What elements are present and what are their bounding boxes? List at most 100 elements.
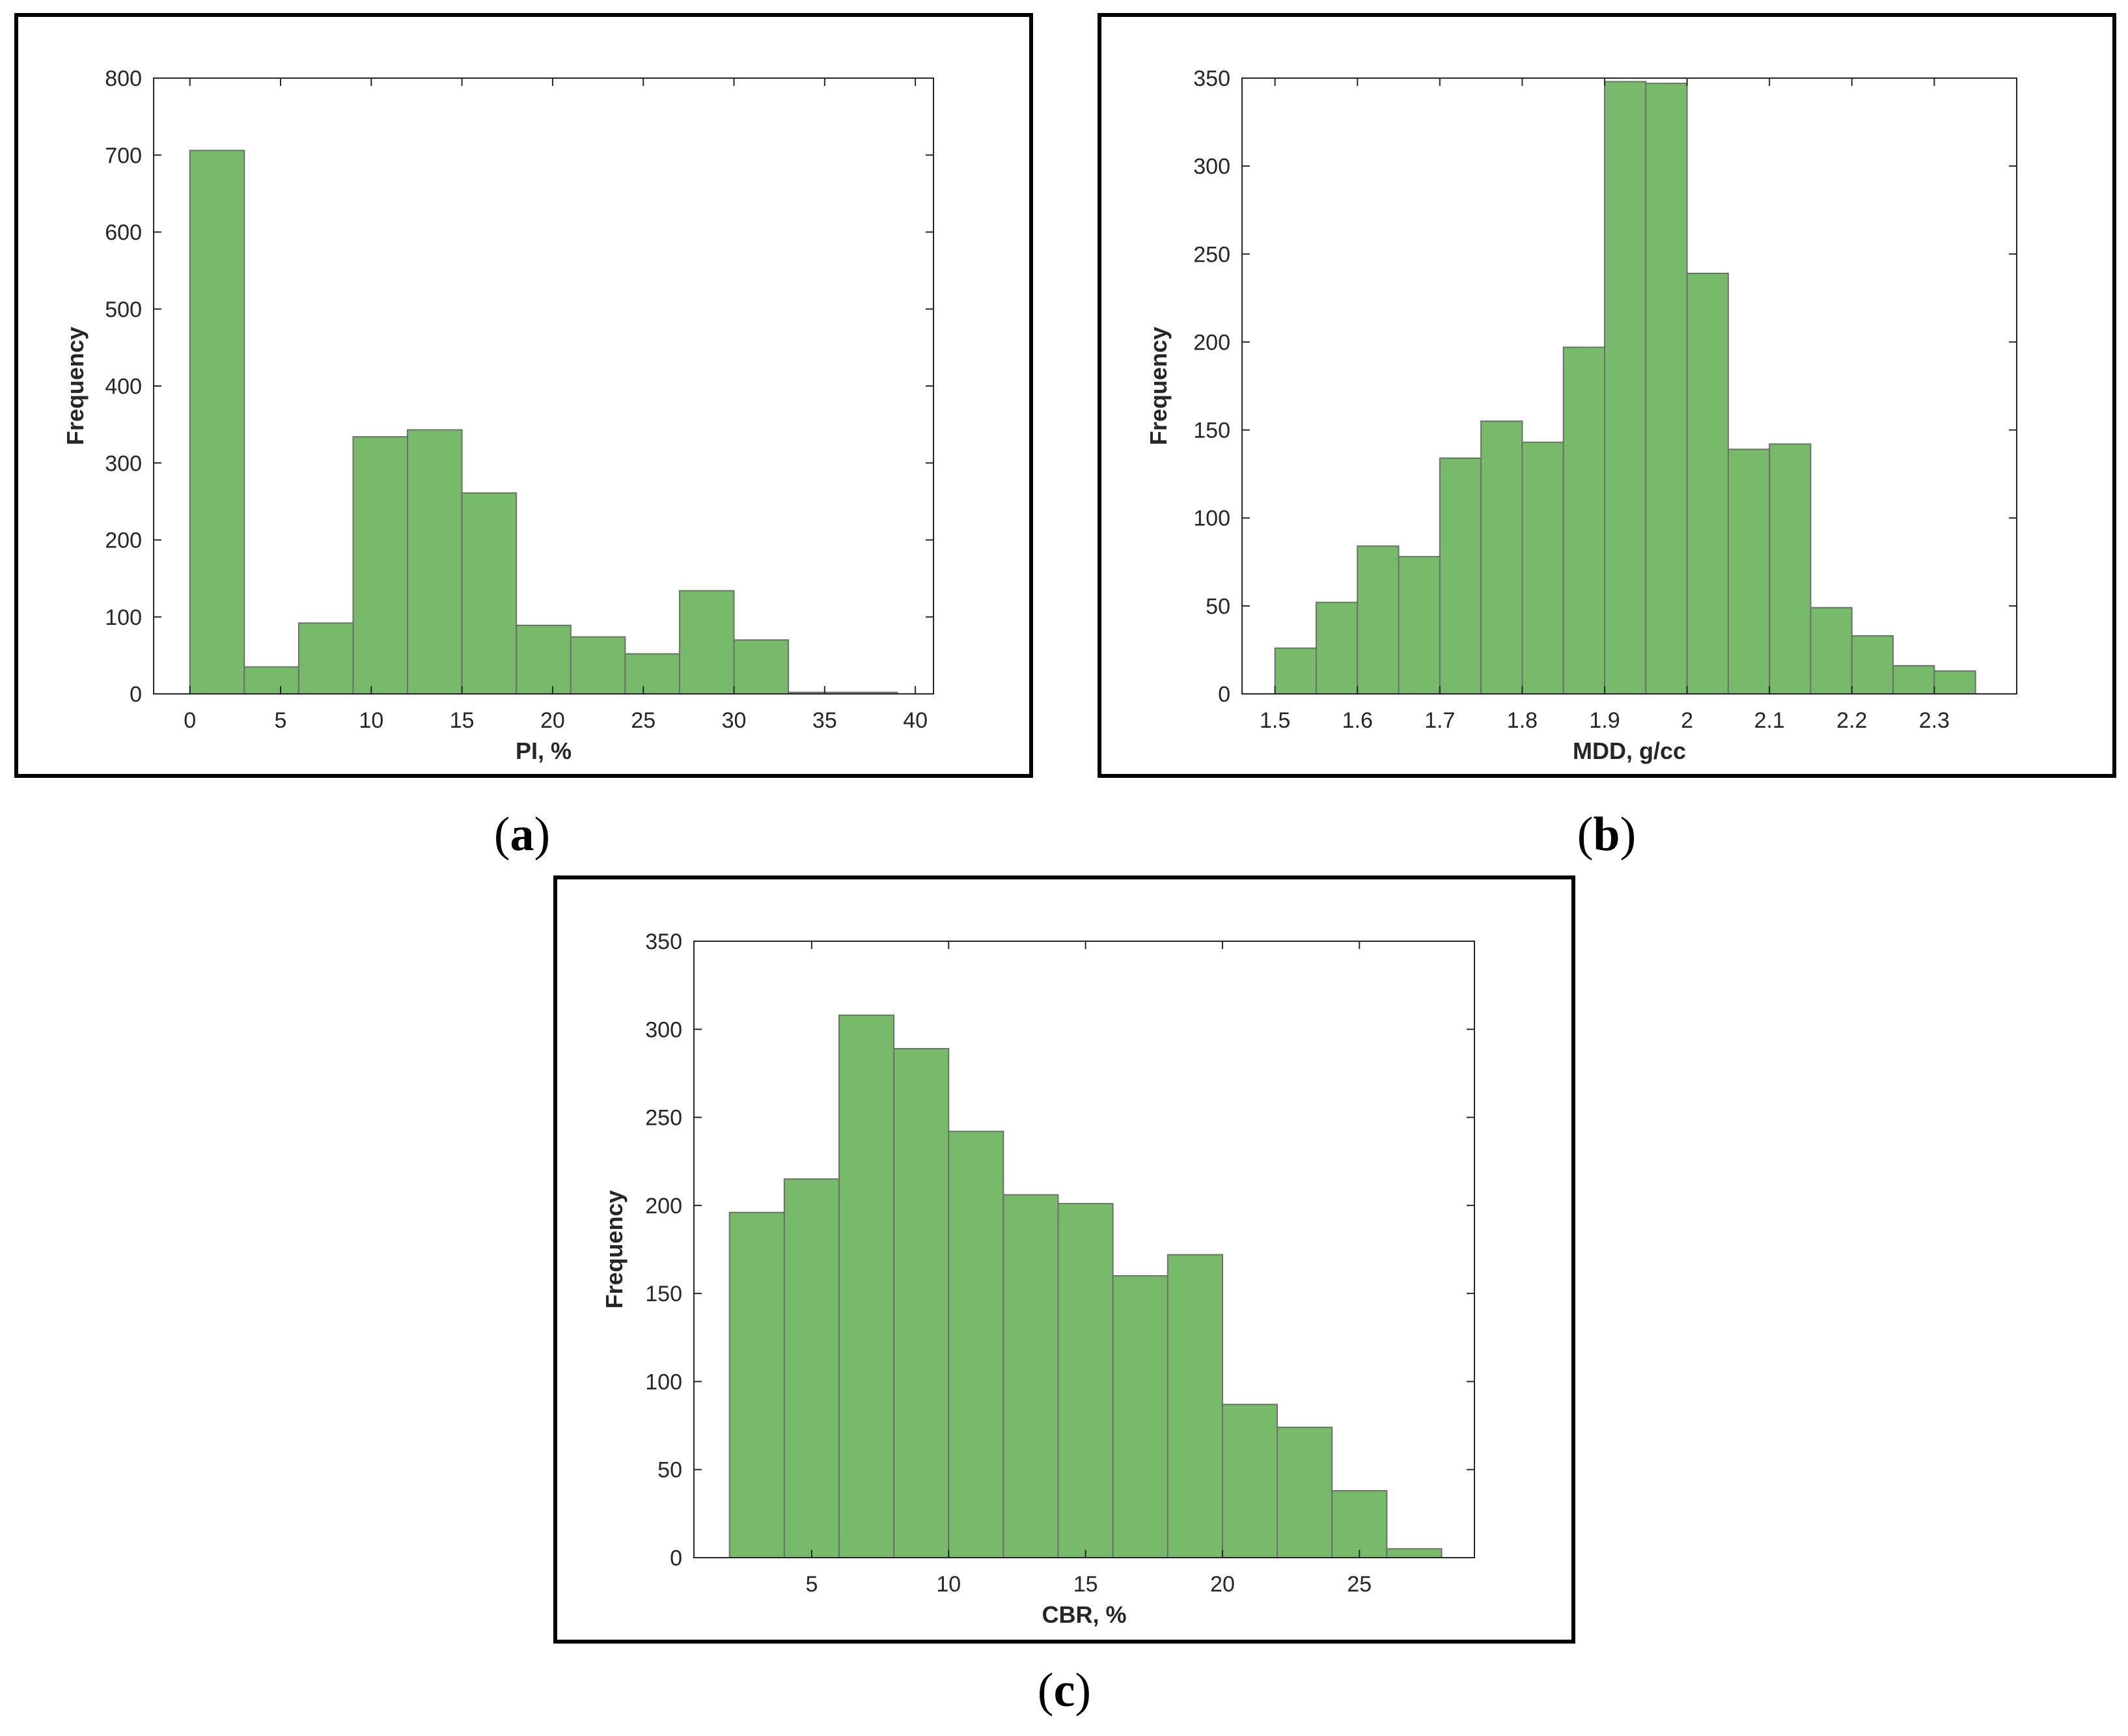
histogram-bar xyxy=(1727,448,1771,695)
y-tick-label: 150 xyxy=(645,1282,682,1306)
histogram-bar xyxy=(728,1211,785,1558)
y-tick-label: 0 xyxy=(670,1546,682,1571)
histogram-bar xyxy=(1221,1403,1278,1558)
histogram-bar xyxy=(1057,1203,1114,1558)
y-tick-label: 100 xyxy=(645,1370,682,1394)
histogram-bar xyxy=(1645,83,1688,695)
x-tick-label: 2.3 xyxy=(1919,708,1950,733)
y-tick-label: 400 xyxy=(105,374,142,399)
y-tick-label: 300 xyxy=(645,1017,682,1042)
x-tick-label: 10 xyxy=(359,708,383,733)
x-tick-label: 10 xyxy=(936,1572,961,1597)
histogram-bar xyxy=(1686,273,1729,695)
histogram-bar xyxy=(783,1178,840,1558)
y-tick-label: 50 xyxy=(1206,594,1230,619)
histogram-bar xyxy=(893,1048,950,1558)
histogram-bar xyxy=(1769,443,1812,695)
histogram-panel-pi: 0 5 10 15 20 25 30 35 40 0 100 200 300 400 500 600 700 80… xyxy=(14,13,1033,778)
x-tick-label: 5 xyxy=(275,708,287,733)
histogram-bar xyxy=(1439,457,1482,695)
y-tick-label: 300 xyxy=(105,451,142,476)
histogram-bar xyxy=(1167,1254,1223,1558)
x-tick-label: 1.6 xyxy=(1342,708,1373,733)
histogram-bar xyxy=(570,636,626,695)
histogram-bar xyxy=(1851,635,1894,695)
histogram-bar xyxy=(407,429,463,695)
x-tick-label: 1.8 xyxy=(1507,708,1538,733)
histogram-bar xyxy=(1521,441,1564,695)
caption-b-letter: b xyxy=(1593,808,1620,861)
histogram-bar xyxy=(1315,601,1359,695)
y-tick-label: 250 xyxy=(645,1106,682,1131)
histogram-bar xyxy=(1933,670,1976,695)
x-tick-label: 1.5 xyxy=(1260,708,1290,733)
histogram-bar xyxy=(243,666,299,695)
x-tick-label: 15 xyxy=(450,708,475,733)
histogram-bar xyxy=(1274,647,1317,695)
caption-b: (b) xyxy=(1577,808,1637,861)
x-axis-label: CBR, % xyxy=(1042,1601,1126,1628)
y-axis-label: Frequency xyxy=(1145,327,1172,445)
y-tick-label: 50 xyxy=(657,1458,682,1483)
y-tick-label: 800 xyxy=(105,66,142,91)
x-tick-label: 2.1 xyxy=(1754,708,1785,733)
histogram-bar xyxy=(838,1014,895,1558)
y-tick-label: 0 xyxy=(130,682,142,707)
histogram-bar xyxy=(1398,556,1441,695)
histogram-bar xyxy=(516,624,572,695)
histogram-bar xyxy=(678,590,735,695)
histogram-bar xyxy=(733,639,790,695)
x-tick-label: 1.9 xyxy=(1589,708,1620,733)
histogram-bar xyxy=(948,1131,1004,1558)
y-tick-label: 350 xyxy=(645,930,682,954)
histogram-bar xyxy=(1480,420,1523,695)
y-axis-label: Frequency xyxy=(601,1190,628,1308)
y-tick-label: 200 xyxy=(645,1194,682,1219)
histogram-bar xyxy=(624,653,680,695)
y-tick-label: 200 xyxy=(105,529,142,553)
x-axis-label: PI, % xyxy=(516,737,572,764)
x-tick-label: 2.2 xyxy=(1836,708,1867,733)
histogram-bar xyxy=(1331,1490,1388,1559)
x-tick-label: 25 xyxy=(631,708,656,733)
y-tick-label: 200 xyxy=(1193,330,1230,355)
histogram-panel-cbr: 5 10 15 20 25 0 50 100 150 200 250 300 350 CBR, % Freq… xyxy=(553,875,1575,1644)
histogram-bar xyxy=(1604,81,1647,695)
y-tick-label: 500 xyxy=(105,297,142,322)
x-tick-label: 25 xyxy=(1347,1572,1372,1597)
y-tick-label: 100 xyxy=(1193,506,1230,531)
histogram-bar xyxy=(352,436,409,695)
histogram-bar xyxy=(1357,545,1400,695)
x-tick-label: 15 xyxy=(1073,1572,1098,1597)
caption-c: (c) xyxy=(1037,1664,1092,1717)
histogram-panel-mdd: 1.5 1.6 1.7 1.8 1.9 2 2.1 2.2 2.3 0 50 100 150 200 250… xyxy=(1098,13,2116,778)
y-tick-label: 100 xyxy=(105,605,142,630)
histogram-bar xyxy=(189,150,245,695)
histogram-pi-chart: 0 5 10 15 20 25 30 35 40010020030040050060070080… xyxy=(62,66,934,764)
caption-c-letter: c xyxy=(1053,1664,1075,1717)
x-tick-label: 0 xyxy=(184,708,196,733)
y-tick-label: 600 xyxy=(105,221,142,245)
x-axis-label: MDD, g/cc xyxy=(1573,737,1686,764)
histogram-bar xyxy=(1112,1275,1168,1558)
histogram-bar xyxy=(1810,607,1853,695)
y-tick-label: 0 xyxy=(1218,682,1230,707)
y-axis-label: Frequency xyxy=(62,327,89,445)
histogram-mdd-chart: 1.5 1.6 1.7 1.8 1.9 2 2.1 2.2 2.3 0 50 100 150 200 250… xyxy=(1145,66,2017,764)
histogram-bar xyxy=(1562,346,1606,695)
plot-area xyxy=(154,78,933,694)
x-tick-label: 20 xyxy=(1210,1572,1235,1597)
histogram-bar xyxy=(461,492,518,695)
x-tick-label: 35 xyxy=(812,708,837,733)
axes-box xyxy=(693,941,1475,1558)
x-tick-label: 30 xyxy=(722,708,747,733)
x-tick-label: 2 xyxy=(1681,708,1693,733)
histogram-bar xyxy=(297,622,354,695)
y-tick-label: 150 xyxy=(1193,419,1230,443)
histogram-bar xyxy=(1002,1194,1059,1558)
axes-box xyxy=(1241,77,2017,695)
histogram-bar xyxy=(1277,1426,1333,1559)
x-tick-label: 1.7 xyxy=(1424,708,1455,733)
caption-a: (a) xyxy=(493,808,551,861)
